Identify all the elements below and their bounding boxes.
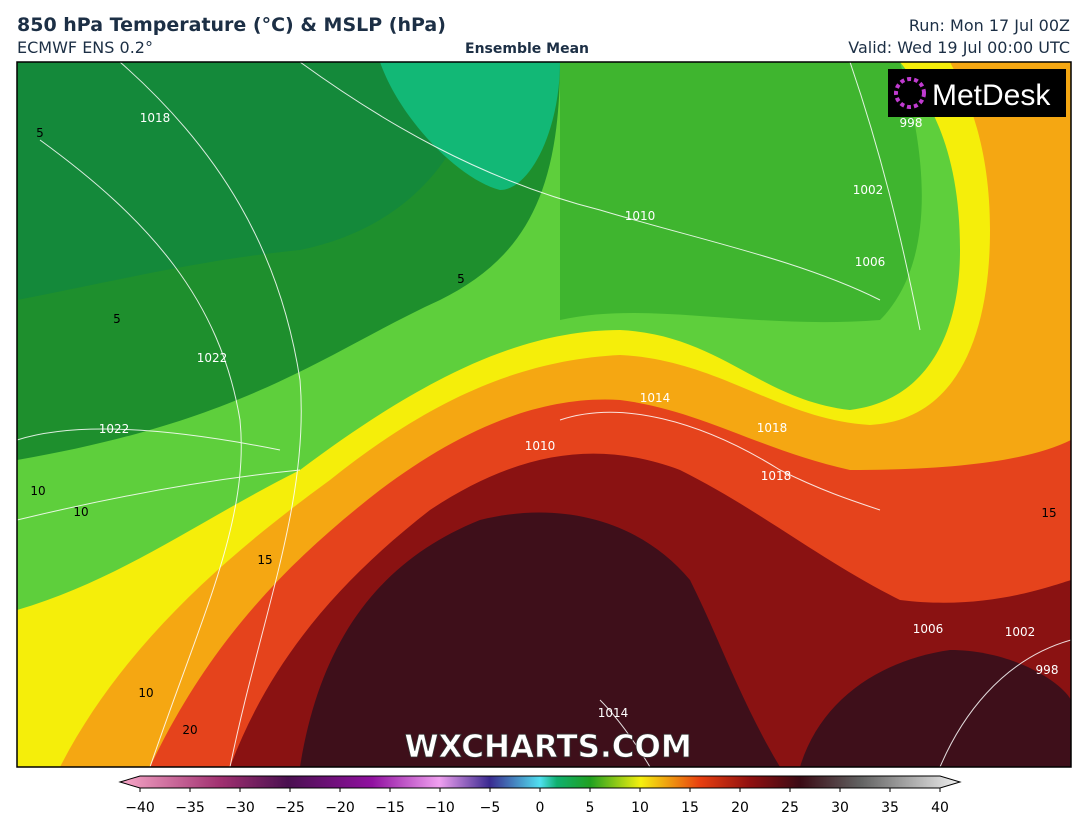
contour-label: 1010 <box>625 209 656 223</box>
logo-text: MetDesk <box>932 79 1051 112</box>
contour-label: 1018 <box>757 421 788 435</box>
title: 850 hPa Temperature (°C) & MSLP (hPa) <box>17 14 446 36</box>
contour-label: 1002 <box>853 183 884 197</box>
colorbar-tick-label: 15 <box>681 800 699 816</box>
contour-label: 5 <box>36 126 44 140</box>
colorbar-tick-label: −35 <box>175 800 205 816</box>
ensemble-label: Ensemble Mean <box>465 41 589 57</box>
field-hottest <box>300 512 780 767</box>
colorbar-tick-label: 35 <box>881 800 899 816</box>
colorbar-tick-label: −10 <box>425 800 455 816</box>
contour-label: 1010 <box>525 439 556 453</box>
colorbar: −40 −35 −30 −25 −20 −15 −10 −5 0 5 10 15 20 25 30 35 40 <box>118 775 962 816</box>
contour-label: 1018 <box>761 469 792 483</box>
contour-label: 1014 <box>598 706 629 720</box>
contour-label: 1014 <box>640 391 671 405</box>
contour-label: 1022 <box>197 351 228 365</box>
colorbar-bar <box>118 775 962 789</box>
colorbar-tick-label: −5 <box>480 800 501 816</box>
map: MetDesk WXCHARTS.COM 1018102210225551010… <box>17 62 1071 767</box>
contour-label: 10 <box>73 505 88 519</box>
field-green <box>560 62 922 323</box>
colorbar-tick-label: −40 <box>125 800 155 816</box>
contour-label: 1022 <box>99 422 130 436</box>
colorbar-tick-label: 0 <box>536 800 545 816</box>
contour-label: 998 <box>900 116 923 130</box>
colorbar-tick-label: 10 <box>631 800 649 816</box>
contour-label: 20 <box>182 723 197 737</box>
contour-label: 10 <box>138 686 153 700</box>
contour-label: 1018 <box>140 111 171 125</box>
colorbar-tick-label: −25 <box>275 800 305 816</box>
field-cool <box>17 62 480 300</box>
contour-label: 1006 <box>855 255 886 269</box>
colorbar-tick-label: 20 <box>731 800 749 816</box>
contour-label: 15 <box>257 553 272 567</box>
logo-icon <box>894 77 926 109</box>
isobars <box>17 62 1071 767</box>
logo-box <box>888 69 1066 117</box>
contour-label: 1002 <box>1005 625 1036 639</box>
colorbar-tick-label: 25 <box>781 800 799 816</box>
contour-label: 10 <box>30 484 45 498</box>
watermark: WXCHARTS.COM <box>404 729 691 765</box>
colorbar-tick-label: −30 <box>225 800 255 816</box>
colorbar-tick-label: 30 <box>831 800 849 816</box>
map-frame <box>16 61 1072 768</box>
colorbar-tick-label: −15 <box>375 800 405 816</box>
run-time: Run: Mon 17 Jul 00Z <box>909 16 1070 35</box>
valid-time: Valid: Wed 19 Jul 00:00 UTC <box>848 38 1070 57</box>
colorbar-tick-label: −20 <box>325 800 355 816</box>
field-hottest <box>800 650 1071 767</box>
field-teal <box>380 62 560 190</box>
contour-label: 5 <box>113 312 121 326</box>
colorbar-tick-label: 40 <box>931 800 949 816</box>
colorbar-tick-label: 5 <box>586 800 595 816</box>
contour-label: 1006 <box>913 622 944 636</box>
subtitle: ECMWF ENS 0.2° <box>17 38 153 57</box>
contour-label: 15 <box>1041 506 1056 520</box>
contour-label: 998 <box>1036 663 1059 677</box>
contour-label: 5 <box>457 272 465 286</box>
